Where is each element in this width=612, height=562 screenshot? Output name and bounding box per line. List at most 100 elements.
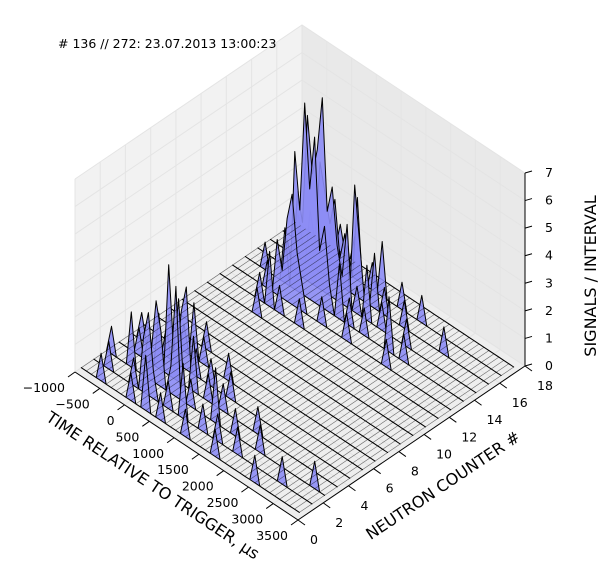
floor-rib-line bbox=[269, 347, 485, 493]
floor-pane bbox=[75, 218, 525, 520]
y-axis-line bbox=[297, 365, 526, 521]
annotation-text: # 136 // 272: 23.07.2013 13:00:23 bbox=[58, 36, 276, 51]
z-tick-label: 6 bbox=[545, 193, 553, 208]
floor-rib-line bbox=[155, 271, 371, 418]
floor-rib-line bbox=[224, 317, 440, 464]
chart-axes bbox=[74, 173, 526, 521]
floor-rib-line bbox=[81, 222, 296, 368]
x-tick-label: −500 bbox=[55, 396, 89, 411]
y-tick-mark bbox=[474, 399, 482, 406]
x-tick-label: 3500 bbox=[256, 528, 288, 543]
floor-rib-line bbox=[96, 231, 311, 378]
x-tick-mark bbox=[142, 420, 150, 427]
z-tick-mark bbox=[524, 198, 533, 202]
x-tick-mark bbox=[191, 453, 200, 460]
z-tick-label: 1 bbox=[545, 330, 553, 345]
surface-counter-14 bbox=[244, 102, 464, 402]
y-tick-label: 4 bbox=[360, 498, 368, 513]
z-tick-mark bbox=[524, 308, 533, 312]
y-tick-label: 2 bbox=[335, 515, 343, 530]
y-tick-label: 14 bbox=[487, 412, 503, 427]
chart-surfaces bbox=[80, 97, 515, 513]
floor-rib-line bbox=[185, 291, 400, 438]
floor-rib-line bbox=[234, 323, 450, 470]
y-tick-label: 12 bbox=[461, 429, 477, 444]
y-tick-mark bbox=[297, 519, 306, 526]
z-tick-mark bbox=[524, 225, 533, 229]
floor-rib-line bbox=[160, 274, 376, 421]
floor-rib-line bbox=[110, 241, 326, 388]
floor-rib-line bbox=[130, 254, 346, 401]
surface-counter-12 bbox=[219, 250, 439, 419]
z-tick-label: 3 bbox=[545, 275, 553, 290]
floor-rib-line bbox=[150, 268, 366, 415]
surface-counter-1 bbox=[80, 352, 300, 513]
floor-rib-line bbox=[274, 350, 490, 497]
x-tick-mark bbox=[166, 437, 175, 444]
y-tick-mark bbox=[322, 502, 331, 509]
floor-rib-line bbox=[100, 235, 316, 382]
right-back-pane bbox=[302, 25, 525, 366]
surface-counter-2 bbox=[93, 312, 313, 505]
floor-rib-line bbox=[229, 320, 445, 467]
floor-rib-line bbox=[115, 245, 331, 391]
floor-rib-line bbox=[170, 281, 386, 428]
x-tick-mark bbox=[290, 519, 299, 526]
x-tick-label: 3000 bbox=[231, 512, 263, 527]
floor-rib-line bbox=[135, 258, 351, 405]
floor-rib-line bbox=[239, 327, 455, 474]
floor-rib-line bbox=[86, 225, 301, 372]
floor-rib-line bbox=[259, 340, 475, 487]
z-tick-mark bbox=[524, 170, 533, 174]
y-tick-label: 16 bbox=[512, 395, 528, 410]
y-tick-label: 8 bbox=[411, 464, 419, 479]
floor-rib-line bbox=[180, 287, 395, 434]
y-tick-label: 6 bbox=[386, 481, 394, 496]
floor-rib-line bbox=[140, 261, 356, 408]
floor-rib-line bbox=[91, 228, 306, 375]
floor-rib-line bbox=[294, 363, 509, 510]
x-tick-mark bbox=[117, 404, 125, 411]
floor-rib-line bbox=[145, 264, 361, 411]
z-tick-mark bbox=[524, 253, 533, 257]
y-tick-mark bbox=[373, 468, 381, 475]
x-tick-mark bbox=[265, 503, 274, 509]
left-back-pane bbox=[75, 25, 302, 372]
floor-rib-line bbox=[279, 353, 495, 500]
floor-rib-line bbox=[175, 284, 391, 431]
z-tick-mark bbox=[524, 280, 533, 284]
floor-rib-line bbox=[105, 238, 321, 385]
z-tick-label: 2 bbox=[545, 303, 553, 318]
x-tick-label: 0 bbox=[107, 413, 115, 428]
y-tick-label: 0 bbox=[310, 532, 318, 547]
floor-rib-line bbox=[249, 333, 465, 480]
floor-rib-line bbox=[120, 248, 336, 395]
z-tick-mark bbox=[524, 335, 533, 339]
floor-rib-line bbox=[165, 277, 381, 424]
floor-rib-line bbox=[214, 310, 430, 457]
floor-rib-line bbox=[284, 356, 500, 503]
z-tick-label: 7 bbox=[545, 165, 553, 180]
x-tick-label: 1500 bbox=[157, 462, 189, 477]
floor-rib-line bbox=[264, 343, 480, 490]
floor-rib-line bbox=[209, 307, 425, 454]
y-tick-mark bbox=[348, 485, 356, 492]
floor-rib-line bbox=[190, 294, 405, 441]
floor-rib-line bbox=[299, 366, 514, 513]
z-tick-label: 4 bbox=[545, 248, 553, 263]
x-tick-mark bbox=[67, 371, 76, 378]
x-tick-mark bbox=[241, 486, 249, 493]
y-tick-mark bbox=[499, 382, 508, 389]
y-tick-mark bbox=[423, 434, 432, 440]
z-tick-mark bbox=[524, 363, 533, 367]
x-tick-label: −1000 bbox=[23, 380, 65, 395]
x-tick-mark bbox=[216, 470, 224, 477]
y-tick-label: 10 bbox=[436, 446, 452, 461]
floor-rib-line bbox=[125, 251, 341, 398]
y-tick-label: 18 bbox=[537, 378, 553, 393]
z-axis-label: SIGNALS / INTERVAL bbox=[581, 195, 600, 357]
x-tick-mark bbox=[92, 388, 101, 394]
x-axis-line bbox=[74, 371, 299, 521]
